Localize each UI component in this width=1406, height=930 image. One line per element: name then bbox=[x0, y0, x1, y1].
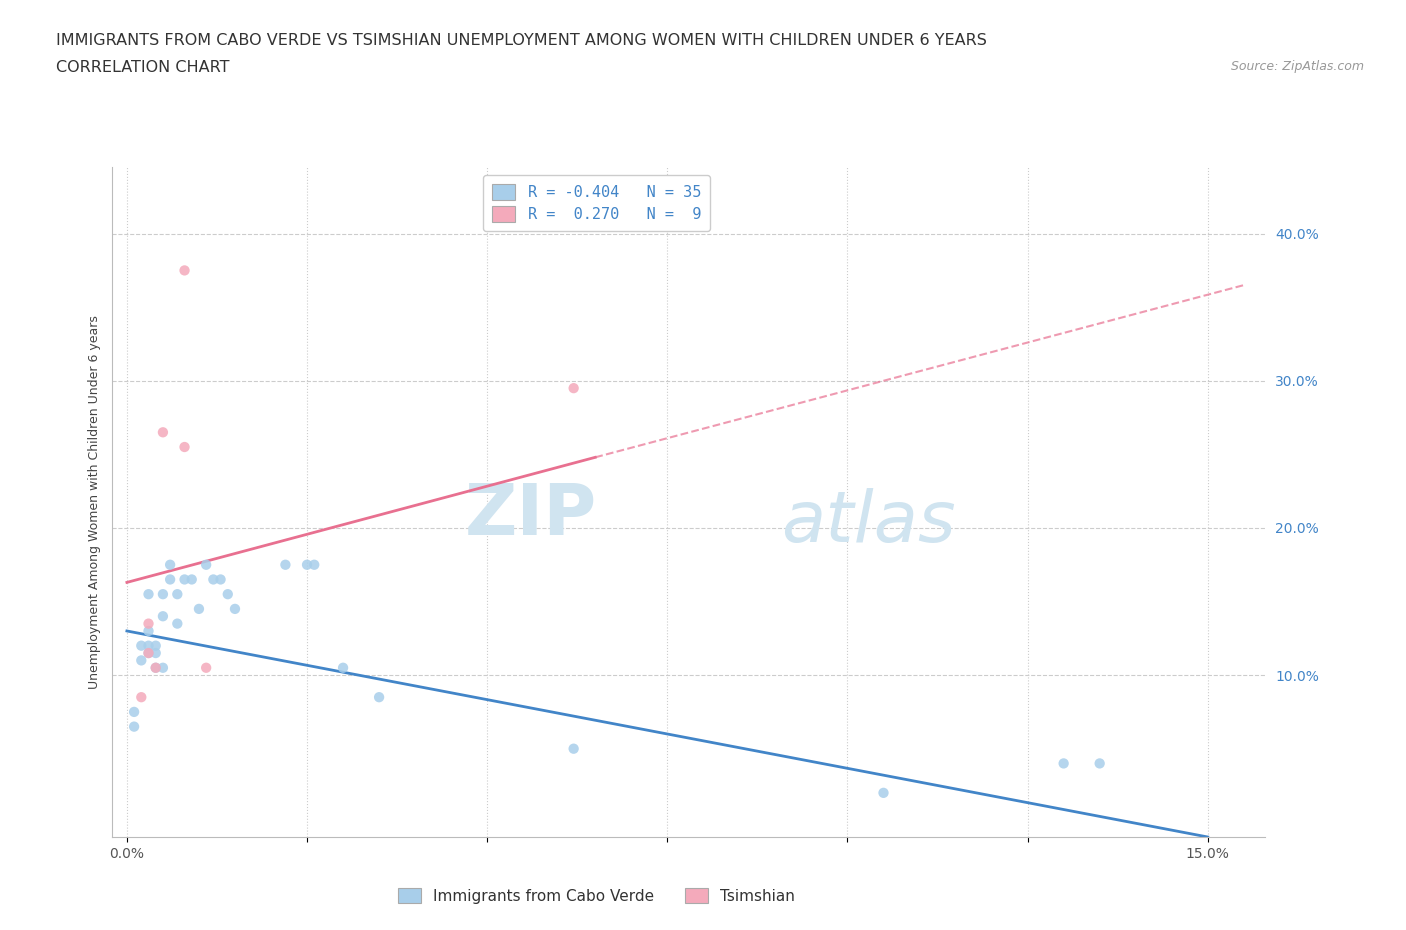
Text: IMMIGRANTS FROM CABO VERDE VS TSIMSHIAN UNEMPLOYMENT AMONG WOMEN WITH CHILDREN U: IMMIGRANTS FROM CABO VERDE VS TSIMSHIAN … bbox=[56, 33, 987, 47]
Legend: Immigrants from Cabo Verde, Tsimshian: Immigrants from Cabo Verde, Tsimshian bbox=[392, 882, 801, 910]
Point bbox=[188, 602, 211, 617]
Point bbox=[274, 557, 297, 572]
Point bbox=[562, 380, 585, 395]
Point bbox=[152, 609, 174, 624]
Point bbox=[145, 660, 167, 675]
Point bbox=[166, 587, 188, 602]
Point bbox=[129, 690, 153, 705]
Point bbox=[180, 572, 202, 587]
Point bbox=[122, 704, 145, 719]
Point bbox=[173, 440, 195, 455]
Point bbox=[152, 425, 174, 440]
Point bbox=[152, 660, 174, 675]
Text: CORRELATION CHART: CORRELATION CHART bbox=[56, 60, 229, 75]
Point bbox=[122, 719, 145, 734]
Point bbox=[209, 572, 232, 587]
Point bbox=[1088, 756, 1111, 771]
Point bbox=[224, 602, 246, 617]
Point bbox=[145, 660, 167, 675]
Point bbox=[138, 638, 160, 653]
Point bbox=[159, 572, 181, 587]
Point bbox=[145, 638, 167, 653]
Point bbox=[159, 557, 181, 572]
Point bbox=[138, 617, 160, 631]
Text: atlas: atlas bbox=[782, 488, 956, 557]
Point bbox=[195, 557, 218, 572]
Point bbox=[304, 557, 326, 572]
Point bbox=[129, 638, 153, 653]
Point bbox=[129, 653, 153, 668]
Point bbox=[332, 660, 354, 675]
Point bbox=[145, 645, 167, 660]
Point bbox=[166, 617, 188, 631]
Point bbox=[138, 623, 160, 638]
Y-axis label: Unemployment Among Women with Children Under 6 years: Unemployment Among Women with Children U… bbox=[89, 315, 101, 689]
Point bbox=[173, 263, 195, 278]
Point bbox=[368, 690, 391, 705]
Point bbox=[1052, 756, 1074, 771]
Point bbox=[217, 587, 239, 602]
Point bbox=[872, 786, 894, 801]
Point bbox=[152, 587, 174, 602]
Point bbox=[295, 557, 318, 572]
Text: ZIP: ZIP bbox=[464, 481, 596, 550]
Text: Source: ZipAtlas.com: Source: ZipAtlas.com bbox=[1230, 60, 1364, 73]
Point bbox=[202, 572, 225, 587]
Point bbox=[138, 645, 160, 660]
Point bbox=[173, 572, 195, 587]
Point bbox=[138, 587, 160, 602]
Point bbox=[195, 660, 218, 675]
Point bbox=[138, 645, 160, 660]
Point bbox=[562, 741, 585, 756]
